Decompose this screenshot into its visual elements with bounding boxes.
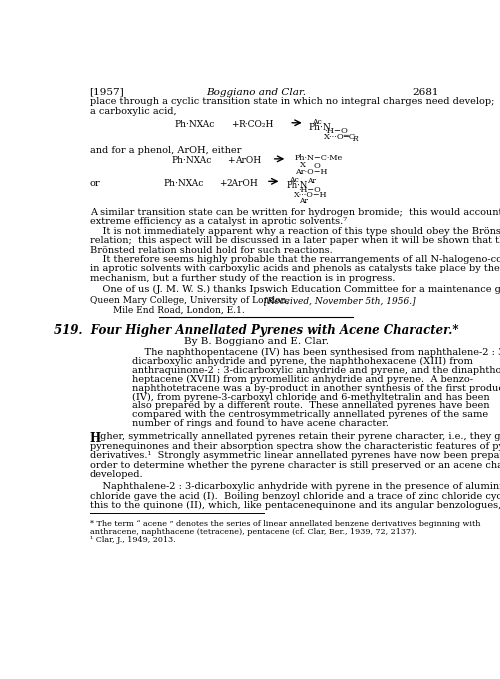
Text: relation;  this aspect will be discussed in a later paper when it will be shown : relation; this aspect will be discussed … xyxy=(90,236,500,245)
Text: pyrenequinones and their absorption spectra show the characteristic features of : pyrenequinones and their absorption spec… xyxy=(90,442,500,451)
Text: Ph·NXAc: Ph·NXAc xyxy=(171,156,211,165)
Text: chloride gave the acid (I).  Boiling benzoyl chloride and a trace of zinc chlori: chloride gave the acid (I). Boiling benz… xyxy=(90,492,500,500)
Text: anthraquinone-2 : 3-dicarboxylic anhydride and pyrene, and the dinaphtho-: anthraquinone-2 : 3-dicarboxylic anhydri… xyxy=(132,366,500,375)
Text: The naphthopentacene (IV) has been synthesised from naphthalene-2 : 3-: The naphthopentacene (IV) has been synth… xyxy=(132,348,500,357)
Text: * The term “ acene ” denotes the series of linear annellated benzene derivatives: * The term “ acene ” denotes the series … xyxy=(90,519,480,528)
Text: X: X xyxy=(300,162,306,170)
Text: or: or xyxy=(90,179,100,187)
Text: a carboxylic acid,: a carboxylic acid, xyxy=(90,107,176,115)
Text: +: + xyxy=(220,179,227,187)
Text: anthracene, naphthacene (tetracene), pentacene (cf. Clar, Ber., 1939, 72, 2137).: anthracene, naphthacene (tetracene), pen… xyxy=(90,528,416,536)
Text: Ac: Ac xyxy=(312,117,322,126)
Text: 519.  Four Higher Annellated Pyrenes with Acene Character.*: 519. Four Higher Annellated Pyrenes with… xyxy=(54,324,458,337)
Text: By B. Boggiano and E. Clar.: By B. Boggiano and E. Clar. xyxy=(184,337,329,346)
Text: ·H−O: ·H−O xyxy=(298,185,321,194)
Text: in aprotic solvents with carboxylic acids and phenols as catalysts take place by: in aprotic solvents with carboxylic acid… xyxy=(90,265,500,274)
Text: derivatives.¹  Strongly asymmetric linear annellated pyrenes have now been prepa: derivatives.¹ Strongly asymmetric linear… xyxy=(90,451,500,460)
Text: Naphthalene-2 : 3-dicarboxylic anhydride with pyrene in the presence of aluminiu: Naphthalene-2 : 3-dicarboxylic anhydride… xyxy=(90,482,500,491)
Text: 2681: 2681 xyxy=(412,88,438,96)
Text: A similar transition state can be written for hydrogen bromide;  this would acco: A similar transition state can be writte… xyxy=(90,208,500,217)
Text: O: O xyxy=(314,162,320,170)
Text: +: + xyxy=(227,156,234,165)
Text: extreme efficiency as a catalyst in aprotic solvents.⁷: extreme efficiency as a catalyst in apro… xyxy=(90,217,347,226)
Text: Ph·N−C·Me: Ph·N−C·Me xyxy=(294,154,343,162)
Text: [Received, November 5th, 1956.]: [Received, November 5th, 1956.] xyxy=(264,296,416,306)
Text: also prepared by a different route.  These annellated pyrenes have been: also prepared by a different route. Thes… xyxy=(132,401,490,410)
Text: +: + xyxy=(231,120,238,129)
Text: One of us (J. M. W. S.) thanks Ipswich Education Committee for a maintenance gra: One of us (J. M. W. S.) thanks Ipswich E… xyxy=(90,285,500,294)
Text: X···O−H: X···O−H xyxy=(294,191,328,199)
Text: Ar: Ar xyxy=(299,196,308,204)
Text: heptacene (XVIII) from pyromellitic anhydride and pyrene.  A benzo-: heptacene (XVIII) from pyromellitic anhy… xyxy=(132,375,473,384)
Text: Mile End Road, London, E.1.: Mile End Road, London, E.1. xyxy=(90,306,244,314)
Text: Ph·NXAc: Ph·NXAc xyxy=(163,179,203,187)
Text: X···O═C: X···O═C xyxy=(324,133,356,141)
Text: dicarboxylic anhydride and pyrene, the naphthohexacene (XIII) from: dicarboxylic anhydride and pyrene, the n… xyxy=(132,357,473,366)
Text: R: R xyxy=(352,135,358,143)
Text: place through a cyclic transition state in which no integral charges need develo: place through a cyclic transition state … xyxy=(90,97,500,106)
Text: ¹ Clar, J., 1949, 2013.: ¹ Clar, J., 1949, 2013. xyxy=(90,536,176,545)
Text: and for a phenol, ArOH, either: and for a phenol, ArOH, either xyxy=(90,146,241,155)
Text: number of rings and found to have acene character.: number of rings and found to have acene … xyxy=(132,419,389,428)
Text: developed.: developed. xyxy=(90,470,144,479)
Text: compared with the centrosymmetrically annellated pyrenes of the same: compared with the centrosymmetrically an… xyxy=(132,410,488,420)
Text: [1957]: [1957] xyxy=(90,88,124,96)
Text: naphthotetracene was a by-product in another synthesis of the first product,: naphthotetracene was a by-product in ano… xyxy=(132,384,500,392)
Text: ArOH: ArOH xyxy=(235,156,261,165)
Text: mechanism, but a further study of the reaction is in progress.: mechanism, but a further study of the re… xyxy=(90,274,395,283)
Text: Ph·N: Ph·N xyxy=(309,123,332,132)
Text: Ar: Ar xyxy=(306,177,316,185)
Text: It is not immediately apparent why a reaction of this type should obey the Bröns: It is not immediately apparent why a rea… xyxy=(90,227,500,236)
Text: Ph·NXAc: Ph·NXAc xyxy=(175,120,215,129)
Text: Queen Mary College, University of London,: Queen Mary College, University of London… xyxy=(90,296,289,306)
Text: Brönsted relation should hold for such reactions.: Brönsted relation should hold for such r… xyxy=(90,246,332,255)
Text: R·CO₂H: R·CO₂H xyxy=(239,120,274,129)
Text: this to the quinone (II), which, like pentacenequinone and its angular benzologu: this to the quinone (II), which, like pe… xyxy=(90,501,500,510)
Text: (IV), from pyrene-3-carboxyl chloride and 6-methyltetralin and has been: (IV), from pyrene-3-carboxyl chloride an… xyxy=(132,392,490,402)
Text: Ph·N: Ph·N xyxy=(286,181,308,190)
Text: ·H−O: ·H−O xyxy=(324,127,348,135)
Text: 2ArOH: 2ArOH xyxy=(227,179,258,187)
Text: igher, symmetrically annellated pyrenes retain their pyrene character, i.e., the: igher, symmetrically annellated pyrenes … xyxy=(98,433,500,441)
Text: order to determine whether the pyrene character is still preserved or an acene c: order to determine whether the pyrene ch… xyxy=(90,460,500,470)
Text: Ar·O−H: Ar·O−H xyxy=(295,168,328,176)
Text: H: H xyxy=(90,433,101,445)
Text: It therefore seems highly probable that the rearrangements of all N-halogeno-com: It therefore seems highly probable that … xyxy=(90,255,500,264)
Text: Boggiano and Clar.: Boggiano and Clar. xyxy=(206,88,306,96)
Text: Ac: Ac xyxy=(289,176,299,184)
